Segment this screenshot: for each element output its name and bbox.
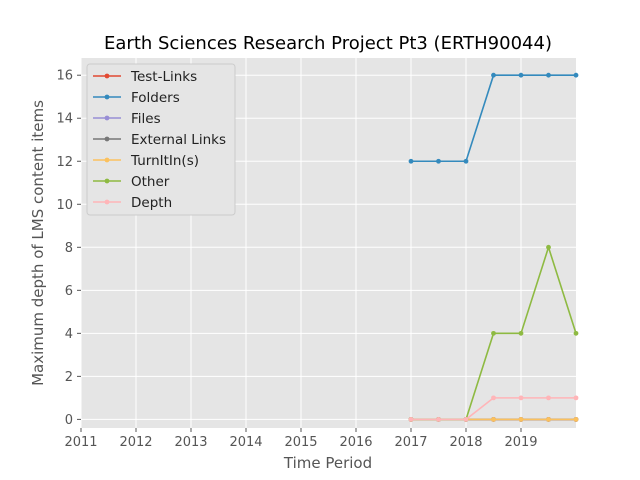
data-point (518, 72, 524, 78)
data-point (436, 158, 441, 164)
series-layer (408, 72, 579, 422)
data-point (463, 416, 469, 422)
y-tick-label: 16 (56, 69, 73, 84)
legend: Test-Links Folders Files External Links Turn… (86, 63, 236, 216)
y-tick-label: 14 (56, 112, 73, 127)
data-point (491, 395, 496, 401)
x-tick-label: 2012 (119, 435, 152, 450)
data-point (518, 416, 524, 422)
data-point (546, 395, 551, 401)
data-point (436, 416, 441, 422)
chart-title: Earth Sciences Research Project Pt3 (ERT… (104, 33, 552, 54)
data-point (546, 244, 551, 250)
legend-marker (104, 73, 110, 79)
data-point (408, 158, 414, 164)
legend-item: Depth (93, 195, 172, 211)
x-tick-label: 2017 (394, 435, 427, 450)
legend-marker (104, 136, 110, 142)
y-tick-label: 12 (56, 155, 73, 170)
y-axis-ticks: 0 2 4 6 8 10 12 14 16 (56, 69, 81, 428)
x-tick-label: 2016 (339, 435, 372, 450)
legend-label: Depth (131, 195, 172, 211)
legend-marker (104, 178, 110, 184)
legend-marker (104, 115, 110, 121)
y-tick-label: 6 (65, 284, 73, 299)
y-axis-label: Maximum depth of LMS content items (29, 100, 47, 386)
legend-label: Folders (131, 90, 180, 106)
data-point (546, 72, 551, 78)
data-point (518, 330, 524, 336)
legend-item: Test-Links (93, 69, 197, 85)
legend-label: Other (131, 174, 170, 190)
data-point (546, 416, 551, 422)
data-point (463, 158, 469, 164)
data-point (573, 72, 579, 78)
y-tick-label: 0 (65, 413, 73, 428)
legend-label: External Links (131, 132, 226, 148)
legend-item: Other (93, 174, 170, 190)
y-tick-label: 2 (65, 370, 73, 385)
y-tick-label: 10 (56, 198, 73, 213)
series-depth (408, 395, 579, 422)
legend-item: TurnItIn(s) (93, 153, 199, 169)
data-point (491, 416, 496, 422)
x-tick-label: 2018 (449, 435, 482, 450)
legend-label: Files (131, 111, 161, 127)
x-axis-label: Time Period (283, 454, 372, 472)
data-point (573, 395, 579, 401)
data-point (573, 330, 579, 336)
legend-label: TurnItIn(s) (130, 153, 199, 169)
data-point (491, 330, 496, 336)
y-tick-label: 4 (65, 327, 73, 342)
legend-item: External Links (93, 132, 226, 148)
x-tick-label: 2013 (174, 435, 207, 450)
x-tick-label: 2014 (229, 435, 262, 450)
legend-label: Test-Links (130, 69, 197, 85)
x-tick-label: 2011 (64, 435, 97, 450)
legend-box (86, 63, 236, 216)
data-point (573, 416, 579, 422)
legend-marker (104, 199, 110, 205)
data-point (491, 72, 496, 78)
data-point (408, 416, 414, 422)
legend-marker (104, 157, 110, 163)
data-point (518, 395, 524, 401)
x-tick-label: 2015 (284, 435, 317, 450)
legend-item: Files (93, 111, 161, 127)
legend-marker (104, 94, 110, 100)
x-axis-ticks: 2011 2012 2013 2014 2015 2016 2017 2018 2019 (64, 428, 538, 450)
x-tick-label: 2019 (504, 435, 537, 450)
legend-item: Folders (93, 90, 180, 106)
series-folders (408, 72, 579, 164)
y-tick-label: 8 (65, 241, 73, 256)
